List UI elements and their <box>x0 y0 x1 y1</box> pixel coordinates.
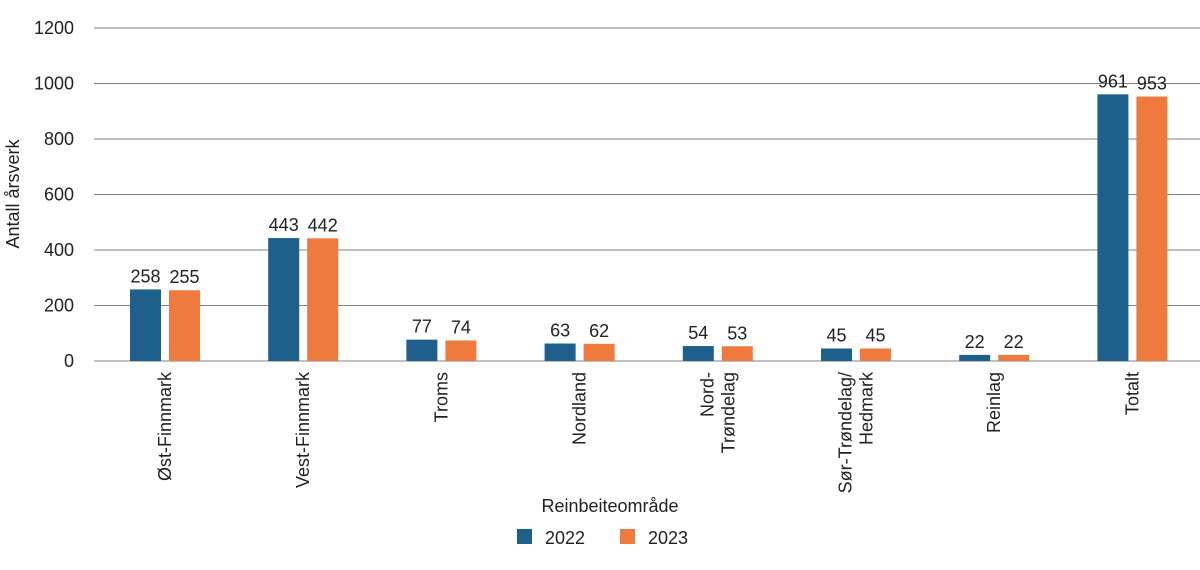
bar-2023 <box>1136 96 1168 361</box>
x-category-line: Nordland <box>570 372 590 445</box>
data-labels: 258 255 443 442 77 74 63 62 54 53 45 45 22 22 961 953 <box>130 71 1166 352</box>
y-tick-label: 400 <box>44 240 74 260</box>
legend-label-2022: 2022 <box>545 528 585 548</box>
x-category-text: Vest-Finnmark <box>293 371 313 488</box>
x-category-text: Nordland <box>570 372 590 445</box>
x-category-label: Totalt <box>1122 372 1142 415</box>
x-category-text: Øst-Finnmark <box>155 371 175 481</box>
x-category-label: Reinlag <box>984 372 1004 433</box>
x-category-text: Reinlag <box>984 372 1004 433</box>
bar-2022 <box>1097 94 1129 361</box>
data-label: 22 <box>965 332 985 352</box>
data-label: 54 <box>688 323 708 343</box>
data-label: 45 <box>865 326 885 346</box>
bar-2022 <box>682 346 714 361</box>
legend-label-2023: 2023 <box>648 528 688 548</box>
bar-2023 <box>721 346 753 361</box>
bars <box>130 94 1168 361</box>
x-category-text: Totalt <box>1122 372 1142 415</box>
data-label: 53 <box>727 323 747 343</box>
y-tick-label: 800 <box>44 129 74 149</box>
x-category-label: Nordland <box>570 372 590 445</box>
bar-2022 <box>130 289 161 361</box>
x-category-line: Reinlag <box>984 372 1004 433</box>
y-tick-label: 200 <box>44 296 74 316</box>
x-category-line: Hedmark <box>857 371 877 445</box>
legend-swatch-2023 <box>620 529 635 544</box>
data-label: 45 <box>826 326 846 346</box>
x-category-text: Troms <box>431 372 451 422</box>
bar-2023 <box>998 354 1030 361</box>
bar-2023 <box>860 348 891 361</box>
x-category-line: Øst-Finnmark <box>155 371 175 481</box>
x-category-label: Troms <box>431 372 451 422</box>
data-label: 442 <box>308 215 338 235</box>
x-category-label: Vest-Finnmark <box>293 371 313 488</box>
legend: 2022 2023 <box>517 528 688 548</box>
x-category-label: Nord-Trøndelag <box>697 372 738 453</box>
y-tick-label: 1000 <box>34 74 74 94</box>
y-tick-label: 1200 <box>34 18 74 38</box>
bar-2023 <box>583 343 615 361</box>
bar-2022 <box>959 354 991 361</box>
x-category-line: Nord- <box>697 372 717 417</box>
data-label: 953 <box>1137 74 1167 94</box>
bar-2023 <box>307 238 339 361</box>
x-category-line: Vest-Finnmark <box>293 371 313 488</box>
bar-2022 <box>406 339 438 361</box>
data-label: 74 <box>451 317 471 337</box>
data-label: 961 <box>1098 71 1128 91</box>
y-axis-ticks: 0 200 400 600 800 1000 1200 <box>34 18 74 371</box>
x-category-label: Øst-Finnmark <box>155 371 175 481</box>
bar-2023 <box>169 290 200 361</box>
data-label: 443 <box>269 215 299 235</box>
x-axis-title: Reinbeiteområde <box>541 496 678 516</box>
data-label: 255 <box>169 267 199 287</box>
y-tick-label: 0 <box>64 351 74 371</box>
bar-2022 <box>821 348 852 361</box>
data-label: 77 <box>412 317 432 337</box>
bar-2022 <box>268 238 300 361</box>
bar-2022 <box>544 343 576 361</box>
gridlines <box>94 27 1200 362</box>
x-category-label: Sør-Trøndelag/Hedmark <box>836 371 877 493</box>
y-tick-label: 600 <box>44 185 74 205</box>
legend-swatch-2022 <box>517 529 532 544</box>
y-axis-title: Antall årsverk <box>3 138 23 248</box>
data-label: 62 <box>589 321 609 341</box>
x-category-text: Sør-Trøndelag/Hedmark <box>836 371 877 493</box>
x-category-text: Nord-Trøndelag <box>697 372 738 453</box>
x-category-line: Trøndelag <box>718 372 738 453</box>
x-category-line: Sør-Trøndelag/ <box>836 372 856 493</box>
data-label: 63 <box>550 321 570 341</box>
bar-2023 <box>445 340 477 361</box>
data-label: 22 <box>1004 332 1024 352</box>
x-category-line: Totalt <box>1122 372 1142 415</box>
x-axis-categories: Øst-Finnmark Vest-Finnmark Troms Nordland No… <box>155 371 1142 493</box>
x-category-line: Troms <box>431 372 451 422</box>
data-label: 258 <box>130 266 160 286</box>
